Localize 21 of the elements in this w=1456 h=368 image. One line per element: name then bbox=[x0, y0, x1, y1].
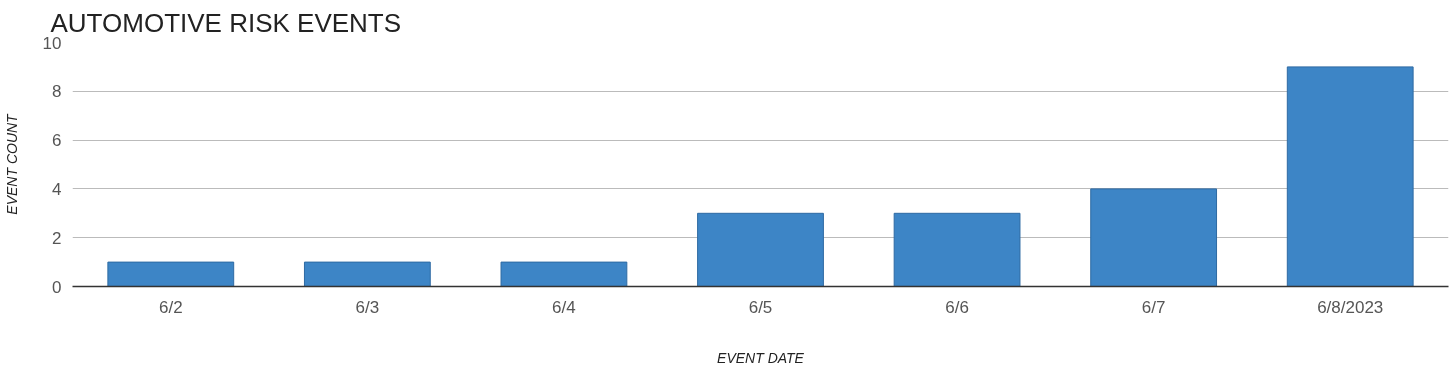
x-tick-label: 6/2 bbox=[158, 297, 183, 317]
x-tick-label: 6/6 bbox=[945, 297, 969, 317]
x-tick-label: 6/7 bbox=[1141, 297, 1166, 317]
y-tick-label: 6 bbox=[52, 131, 62, 151]
y-axis-title: EVENT COUNT bbox=[3, 112, 20, 215]
bar bbox=[1286, 66, 1414, 287]
x-axis-title: EVENT DATE bbox=[717, 349, 805, 366]
y-tick-label: 8 bbox=[52, 82, 62, 102]
bar bbox=[303, 261, 431, 287]
bar bbox=[500, 261, 628, 287]
y-tick-label: 0 bbox=[52, 277, 62, 297]
bar bbox=[697, 212, 824, 287]
y-tick-label: 4 bbox=[52, 179, 62, 199]
bar bbox=[893, 212, 1021, 287]
bar bbox=[107, 261, 235, 287]
x-tick-label: 6/8/2023 bbox=[1317, 297, 1384, 317]
x-tick-label: 6/5 bbox=[748, 297, 773, 317]
y-tick-label: 2 bbox=[52, 228, 62, 248]
x-tick-label: 6/3 bbox=[355, 297, 380, 317]
bar bbox=[1090, 188, 1218, 287]
x-tick-label: 6/4 bbox=[552, 297, 576, 317]
